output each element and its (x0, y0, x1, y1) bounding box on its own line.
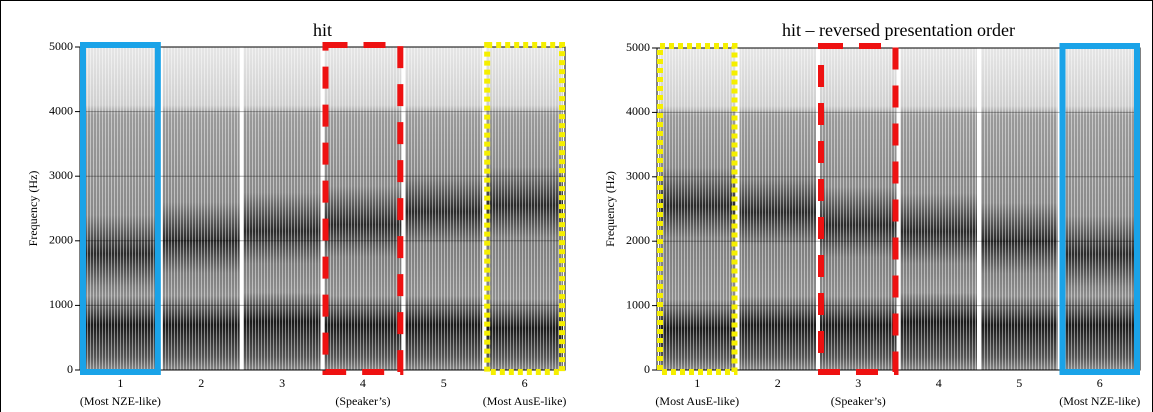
x-tick-label: 3 (279, 376, 285, 390)
category-note: (Most AusE-like) (483, 394, 567, 408)
x-tick-label: 2 (198, 376, 204, 390)
y-tick-label: 1000 (626, 297, 650, 311)
y-tick-label: 2000 (49, 233, 73, 247)
y-tick-label: 4000 (49, 103, 73, 117)
category-note: (Most AusE-like) (655, 394, 739, 408)
glottal-striations (82, 47, 159, 370)
highlight-box (818, 43, 899, 375)
y-axis-label: Frequency (Hz) (603, 171, 617, 247)
category-note: (Most NZE-like) (1059, 394, 1140, 408)
glottal-striations (659, 48, 736, 370)
x-tick-label: 3 (855, 376, 861, 390)
x-tick-label: 6 (522, 376, 528, 390)
highlight-box (657, 43, 738, 375)
y-tick-label: 5000 (49, 39, 73, 53)
chart-title: hit (313, 20, 332, 40)
glottal-striations (981, 48, 1058, 370)
y-axis-label: Frequency (Hz) (26, 171, 40, 247)
glottal-striations (820, 48, 897, 370)
x-tick-label: 5 (441, 376, 447, 390)
highlight-box (322, 42, 404, 375)
highlight-box (80, 42, 161, 375)
highlight-box (484, 42, 565, 375)
glottal-striations (324, 47, 402, 370)
y-tick-label: 1000 (49, 297, 73, 311)
y-tick-label: 2000 (626, 233, 650, 247)
glottal-striations (486, 47, 563, 370)
x-tick-label: 5 (1016, 376, 1022, 390)
x-tick-label: 2 (775, 376, 781, 390)
y-tick-label: 5000 (626, 40, 650, 54)
category-note: (Most NZE-like) (80, 394, 161, 408)
y-tick-label: 3000 (49, 168, 73, 182)
glottal-striations (243, 47, 321, 370)
x-tick-label: 1 (694, 376, 700, 390)
y-tick-label: 4000 (626, 104, 650, 118)
x-tick-label: 4 (360, 376, 366, 390)
glottal-striations (405, 47, 483, 370)
glottal-striations (162, 47, 240, 370)
chart-title: hit – reversed presentation order (782, 20, 1015, 40)
highlight-box (1059, 43, 1140, 375)
x-tick-label: 1 (117, 376, 123, 390)
x-tick-label: 6 (1097, 376, 1103, 390)
glottal-striations (900, 48, 977, 370)
glottal-striations (1061, 48, 1138, 370)
x-tick-label: 4 (936, 376, 942, 390)
y-tick-label: 0 (67, 362, 73, 376)
y-tick-label: 0 (644, 362, 650, 376)
category-note: (Speaker’s) (335, 394, 390, 408)
glottal-striations (739, 48, 816, 370)
y-tick-label: 3000 (626, 169, 650, 183)
category-note: (Speaker’s) (831, 394, 886, 408)
